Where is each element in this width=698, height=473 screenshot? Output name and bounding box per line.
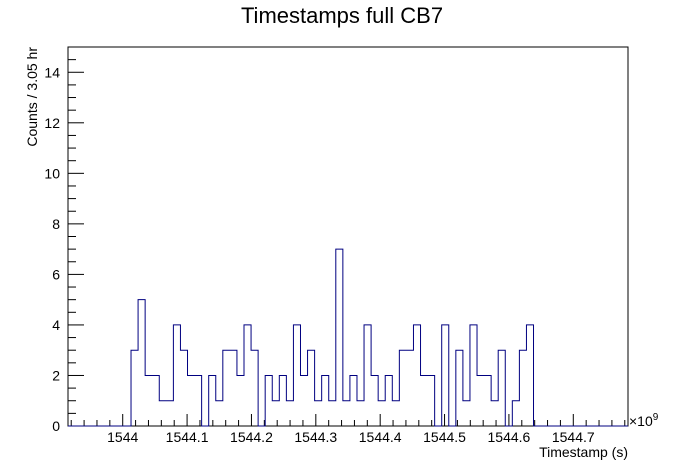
x-axis-label: Timestamp (s) [539,444,628,460]
x-multiplier-base: ×10 [629,413,653,429]
x-tick-label: 1544.5 [423,429,466,445]
y-tick-label: 2 [52,367,60,383]
plot-frame [67,46,629,427]
x-axis: 1544 1544.1 1544.2 1544.3 1544.4 1544.5 1544.6… [70,414,626,445]
x-tick-label: 1544.4 [359,429,402,445]
y-tick-label: 6 [52,266,60,282]
y-tick-label: 14 [44,64,60,80]
x-tick-label: 1544 [107,429,138,445]
x-axis-multiplier: ×109 [629,412,659,429]
y-tick-label: 10 [44,165,60,181]
chart-title: Timestamps full CB7 [241,3,443,28]
y-tick-label: 8 [52,216,60,232]
histogram-series-line [68,248,628,427]
x-tick-label: 1544.7 [552,429,595,445]
y-tick-label: 0 [52,418,60,434]
x-tick-label: 1544.2 [230,429,273,445]
x-tick-label: 1544.1 [166,429,209,445]
y-tick-label: 4 [52,317,60,333]
x-tick-label: 1544.3 [294,429,337,445]
y-tick-label: 12 [44,115,60,131]
x-tick-label: 1544.6 [488,429,531,445]
x-multiplier-exponent: 9 [653,412,659,423]
y-axis-label: Counts / 3.05 hr [24,47,40,147]
y-axis: 0 2 4 6 8 10 12 14 [44,46,84,434]
